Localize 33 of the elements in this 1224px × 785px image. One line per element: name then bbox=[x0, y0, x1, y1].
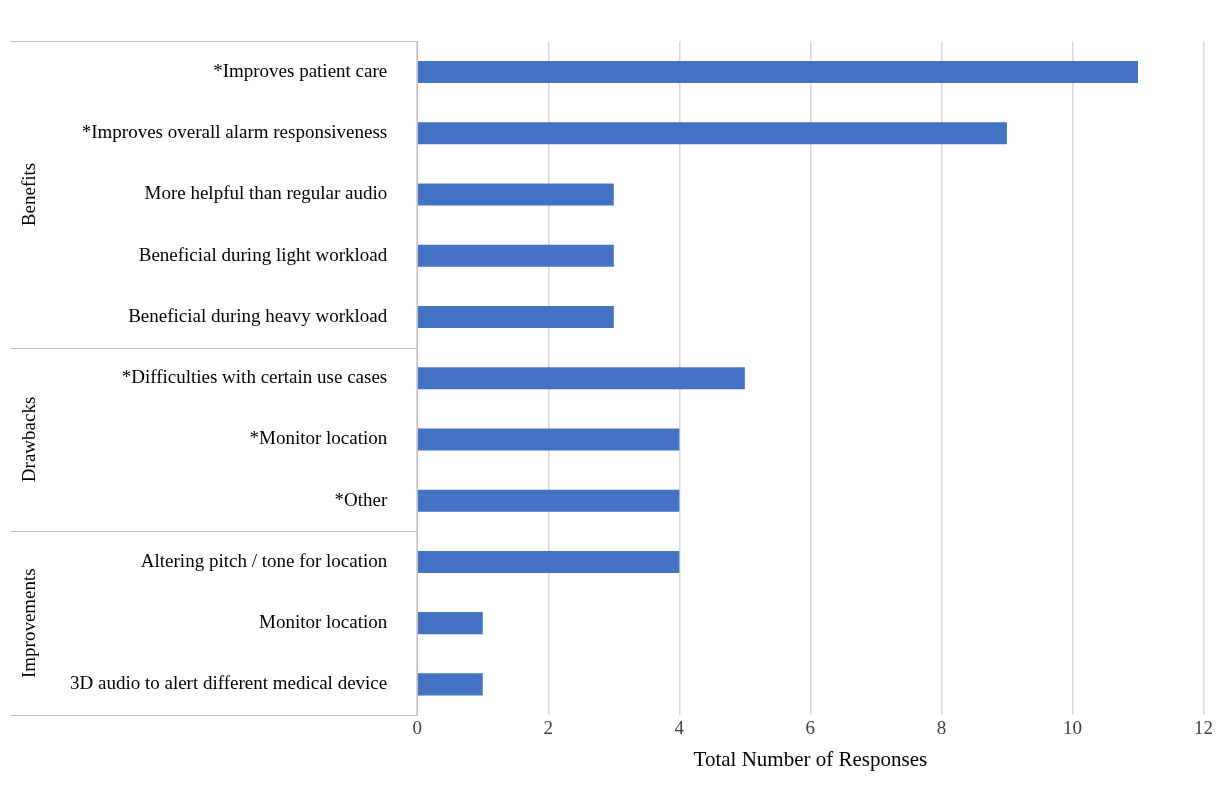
bar bbox=[417, 61, 1138, 84]
y-tick-label: *Improves patient care bbox=[213, 60, 388, 81]
x-tick-label: 6 bbox=[805, 717, 816, 739]
bar bbox=[417, 244, 614, 267]
bar bbox=[417, 428, 680, 451]
y-tick-label: *Difficulties with certain use cases bbox=[121, 366, 388, 388]
y-tick-label: Altering pitch / tone for location bbox=[140, 549, 388, 571]
bar bbox=[417, 612, 483, 635]
y-tick-label: Beneficial during heavy workload bbox=[128, 304, 388, 326]
bar bbox=[417, 489, 680, 512]
text: Improvements bbox=[17, 568, 39, 679]
text: Benefits bbox=[17, 162, 39, 227]
bar bbox=[417, 122, 1007, 145]
text: Drawbacks bbox=[17, 396, 39, 483]
x-tick-label: 8 bbox=[936, 717, 947, 739]
y-tick-label: Beneficial during light workload bbox=[138, 243, 388, 265]
x-tick-label: 4 bbox=[674, 717, 685, 739]
bar bbox=[417, 367, 745, 390]
bar bbox=[417, 305, 614, 328]
x-tick-label: 0 bbox=[412, 717, 422, 739]
y-tick-label: *Monitor location bbox=[249, 427, 388, 449]
bar bbox=[417, 673, 483, 696]
y-tick-label: 3D audio to alert different medical device bbox=[69, 672, 388, 694]
bar bbox=[417, 183, 614, 206]
y-tick-label: *Other bbox=[334, 488, 388, 510]
x-axis-title: Total Number of Responses bbox=[693, 746, 928, 771]
y-tick-label: Monitor location bbox=[259, 611, 388, 633]
y-tick-label: *Improves overall alarm responsiveness bbox=[81, 121, 388, 143]
y-tick-label: More helpful than regular audio bbox=[144, 182, 388, 204]
bar bbox=[417, 550, 680, 573]
x-tick-label: 10 bbox=[1062, 717, 1082, 739]
x-tick-label: 12 bbox=[1194, 717, 1213, 739]
x-tick-label: 2 bbox=[543, 717, 554, 739]
